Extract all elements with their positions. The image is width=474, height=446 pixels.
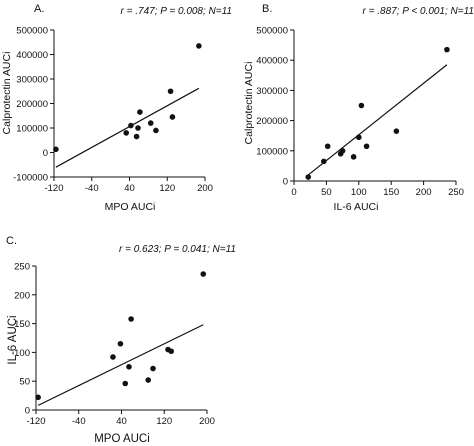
panel-b-x-tick-label: 0 xyxy=(291,187,296,198)
panel-c-data-point xyxy=(145,377,152,383)
panel-b-y-tick-label: 100000 xyxy=(256,146,288,157)
panel-c-y-tick-label: 150 xyxy=(14,319,30,330)
panel-c-x-axis-label: MPO AUCi xyxy=(94,433,150,445)
panel-b-x-tick-label: 50 xyxy=(321,187,332,198)
panel-c-data-point xyxy=(35,394,41,401)
panel-a-data-point xyxy=(53,146,59,153)
panel-b-y-tick-label: 400000 xyxy=(256,56,288,67)
panel-c-regression-line xyxy=(37,324,204,406)
panel-a-y-tick-label: 100000 xyxy=(16,124,48,135)
panel-c-data-point xyxy=(200,271,207,277)
panel-b-y-tick-label: 300000 xyxy=(256,86,288,97)
panel-c-y-axis-label: IL-6 AUCi xyxy=(7,315,19,364)
panel-b-data-point xyxy=(321,158,327,165)
panel-b-data-point xyxy=(356,134,362,141)
panel-a-data-point xyxy=(147,120,154,126)
panel-a-data-point xyxy=(128,122,134,129)
panel-b-x-tick-label: 200 xyxy=(416,187,432,198)
panel-b-data-point xyxy=(324,143,331,150)
panel-b-data-point xyxy=(339,148,346,154)
panel-a-regression-line xyxy=(55,87,200,168)
panel-c-y-tick-label: 250 xyxy=(14,262,30,273)
panel-a-data-point xyxy=(137,109,143,115)
panel-c-stat: r = 0.623; P = 0.041; N=11 xyxy=(119,244,236,255)
panel-a-data-point xyxy=(169,114,176,120)
panel-c-x-tick-label: -40 xyxy=(72,416,86,427)
panel-b-y-tick-label: 500000 xyxy=(256,26,288,37)
panel-c-x-tick-label: 40 xyxy=(116,416,127,427)
panel-a-y-tick-label: 300000 xyxy=(16,75,48,86)
panel-a-y-tick-label: 400000 xyxy=(16,50,48,61)
panel-b-y-axis-label: Calprotectin AUCi xyxy=(243,62,255,145)
panel-b-data-point xyxy=(358,102,365,109)
panel-c-data-point xyxy=(126,364,132,370)
panel-a-plot: -120 -40 40 120 200 -100000 0 100000 200000 30000… xyxy=(13,26,213,195)
panel-b-y-tick-label: 0 xyxy=(283,177,288,188)
panel-a-y-tick-label: 0 xyxy=(43,148,48,159)
panel-a-x-axis-label: MPO AUCi xyxy=(105,201,156,213)
panel-a-x-tick-label: -120 xyxy=(44,183,63,194)
panel-c: C. r = 0.623; P = 0.041; N=11 -120 -40 40 1… xyxy=(6,235,236,445)
panel-a-data-point xyxy=(123,130,129,136)
panel-a-data-point xyxy=(153,127,159,134)
panel-a-data-point xyxy=(196,43,202,49)
panel-a-stat: r = .747; P = 0.008; N=11 xyxy=(121,6,232,17)
panel-c-plot: -120 -40 40 120 200 0 50 100 150 200 250 xyxy=(14,262,215,428)
panel-b: B. r = .887; P < 0.001; N=11 0 50 100 150 20… xyxy=(243,3,474,213)
panel-c-y-tick-label: 50 xyxy=(19,377,30,388)
panel-c-data-point xyxy=(122,380,129,387)
panel-a-y-axis-label: Calprotectin AUCi xyxy=(1,52,13,135)
panel-b-data-point xyxy=(350,154,357,160)
panel-a-data-point xyxy=(167,88,174,95)
panel-c-letter: C. xyxy=(6,235,17,247)
panel-a-data-point xyxy=(135,125,141,131)
panel-b-data-point xyxy=(393,128,400,134)
panel-a-letter: A. xyxy=(34,3,44,15)
panel-c-data-point xyxy=(168,348,174,355)
panel-b-letter: B. xyxy=(262,3,272,15)
panel-a-x-tick-label: 120 xyxy=(159,183,175,194)
panel-c-y-tick-label: 200 xyxy=(14,290,30,301)
panel-b-y-tick-label: 200000 xyxy=(256,116,288,127)
panel-c-y-tick-label: 100 xyxy=(14,348,30,359)
panel-b-stat: r = .887; P < 0.001; N=11 xyxy=(363,6,474,17)
panel-c-y-tick-label: 0 xyxy=(25,406,30,417)
panel-c-x-tick-label: -120 xyxy=(26,416,45,427)
panel-c-data-point xyxy=(110,354,116,360)
panel-a: A. r = .747; P = 0.008; N=11 -120 -40 40 12… xyxy=(1,3,232,213)
panel-b-x-axis-label: IL-6 AUCi xyxy=(334,201,379,213)
panel-b-regression-line xyxy=(307,64,448,176)
panel-b-data-point xyxy=(305,174,312,180)
panel-c-data-point xyxy=(150,365,156,372)
panel-b-data-point xyxy=(444,46,450,53)
panel-b-x-tick-label: 250 xyxy=(448,187,464,198)
panel-a-y-tick-label: -100000 xyxy=(13,173,48,184)
panel-a-x-tick-label: -40 xyxy=(85,183,99,194)
panel-a-x-tick-label: 200 xyxy=(197,183,213,194)
panel-c-x-tick-label: 200 xyxy=(199,416,215,427)
panel-a-y-tick-label: 200000 xyxy=(16,99,48,110)
panel-a-y-tick-label: 500000 xyxy=(16,26,48,37)
panel-c-data-point xyxy=(128,316,134,322)
panel-a-data-point xyxy=(133,133,140,140)
panel-a-x-tick-label: 40 xyxy=(124,183,135,194)
panel-c-x-tick-label: 120 xyxy=(156,416,172,427)
panel-b-plot: 0 50 100 150 200 250 0 100000 200000 300000 400000… xyxy=(256,26,464,199)
panel-b-x-tick-label: 150 xyxy=(383,187,399,198)
panel-b-data-point xyxy=(363,143,370,150)
panel-b-x-tick-label: 100 xyxy=(351,187,367,198)
panel-c-data-point xyxy=(117,340,124,347)
